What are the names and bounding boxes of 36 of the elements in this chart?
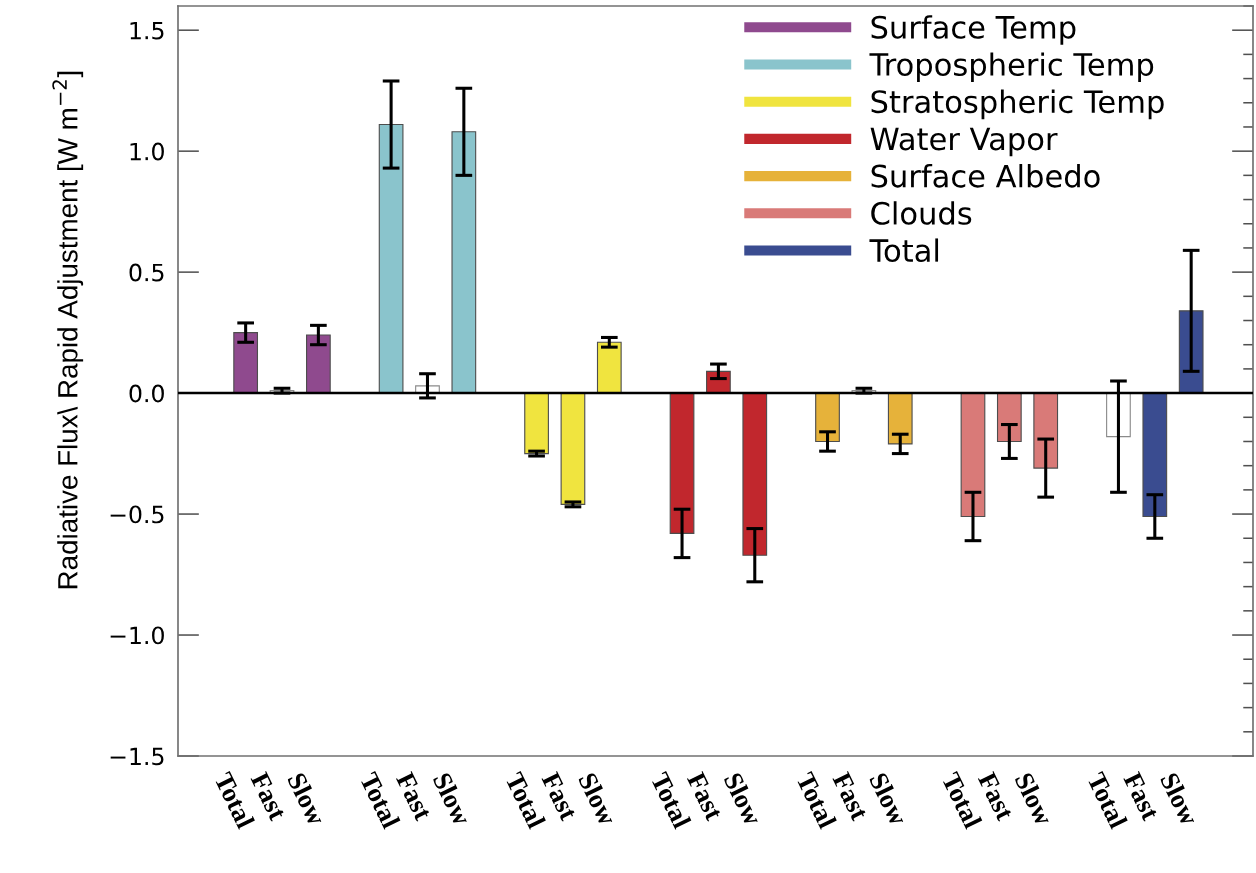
bar xyxy=(560,392,586,505)
bar xyxy=(596,341,622,394)
y-tick-label: 0.5 xyxy=(129,263,164,282)
y-tick-label: −1.5 xyxy=(110,747,164,766)
legend-label: Clouds xyxy=(871,201,972,225)
y-tick-label: −0.5 xyxy=(110,505,164,524)
x-tick-label: Slow xyxy=(577,771,618,827)
legend-label: Water Vapor xyxy=(870,127,1058,157)
legend-label: Stratospheric Temp xyxy=(871,89,1164,120)
bar xyxy=(742,392,768,556)
legend-label: Total xyxy=(869,238,939,263)
bar xyxy=(524,392,549,455)
bar xyxy=(960,392,986,518)
x-tick-label: Slow xyxy=(723,771,764,827)
legend-label: Tropospheric Temp xyxy=(869,52,1154,82)
bar xyxy=(815,392,840,443)
x-tick-label: Slow xyxy=(1014,771,1055,827)
legend-label: Surface Albedo xyxy=(871,164,1100,188)
x-tick-label: Slow xyxy=(1159,771,1200,827)
y-tick-label: −1.0 xyxy=(110,626,164,645)
bar xyxy=(1033,392,1059,469)
x-tick-label: Slow xyxy=(287,771,327,827)
bar xyxy=(887,392,913,445)
bar xyxy=(378,123,404,394)
bar xyxy=(306,334,331,394)
bar xyxy=(233,332,259,394)
legend-label: Surface Temp xyxy=(871,15,1076,45)
y-axis-title: Radiative Flux\ Rapid Adjustment [W m$^{−2}$] xyxy=(52,71,84,589)
y-tick-label: 0.0 xyxy=(129,384,164,403)
bar xyxy=(669,392,695,534)
x-tick-label: Slow xyxy=(432,771,473,827)
bar xyxy=(451,131,477,394)
y-tick-label: 1.5 xyxy=(130,21,164,40)
y-tick-label: 1.0 xyxy=(130,142,164,161)
bar xyxy=(1142,392,1168,518)
x-tick-label: Slow xyxy=(868,771,909,827)
